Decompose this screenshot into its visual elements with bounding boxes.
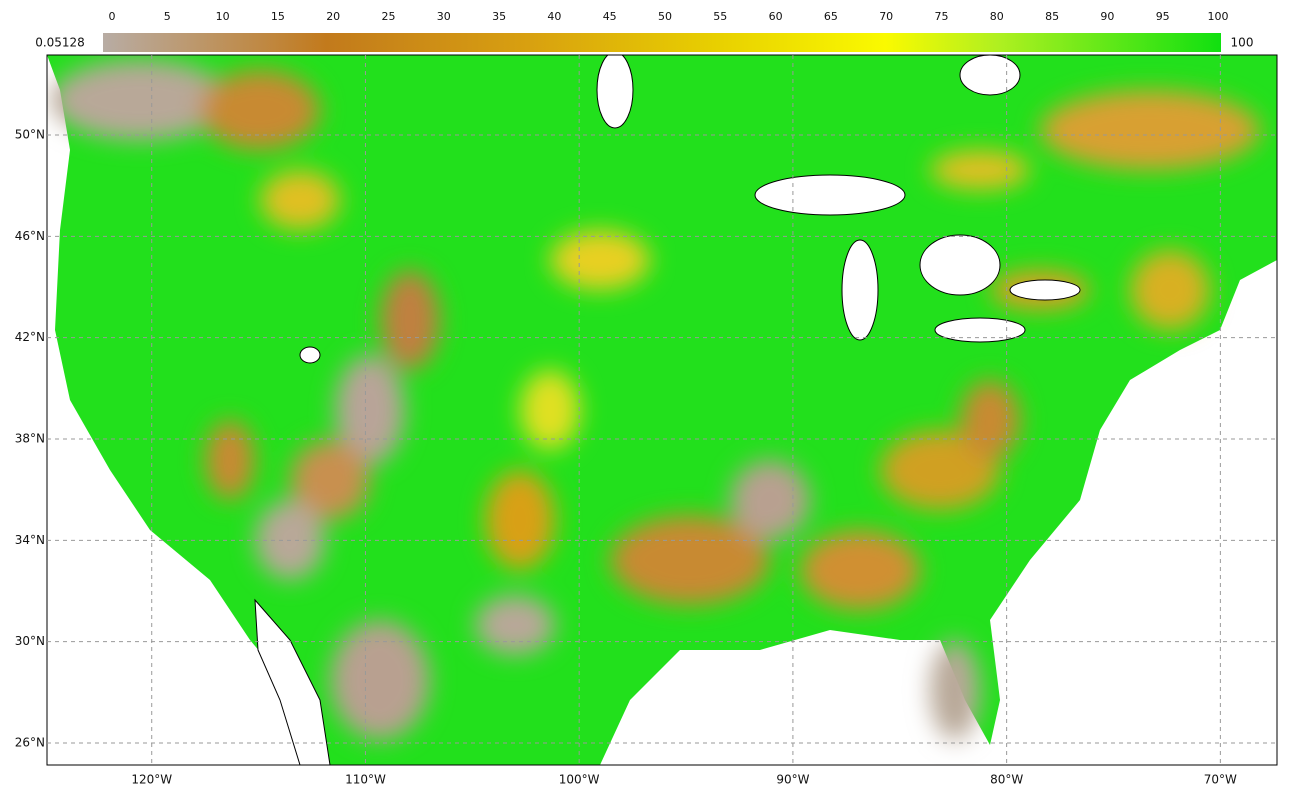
colorbar-tick-label: 90 bbox=[1100, 10, 1114, 23]
colorbar-min-label: 0.05128 bbox=[35, 36, 85, 50]
lat-tick-label: 46°N bbox=[15, 229, 45, 243]
colorbar-tick-label: 75 bbox=[935, 10, 949, 23]
lon-tick-label: 120°W bbox=[131, 773, 172, 787]
lakes bbox=[299, 55, 1081, 364]
colorbar-tick-label: 95 bbox=[1156, 10, 1170, 23]
colorbar-tick-label: 35 bbox=[492, 10, 506, 23]
colorbar-tick-label: 15 bbox=[271, 10, 285, 23]
lon-tick-label: 110°W bbox=[345, 773, 386, 787]
colorbar-tick-label: 50 bbox=[658, 10, 672, 23]
colorbar-tick-label: 40 bbox=[547, 10, 561, 23]
colorbar-tick-label: 5 bbox=[164, 10, 171, 23]
lon-tick-label: 70°W bbox=[1204, 773, 1237, 787]
lat-tick-label: 30°N bbox=[15, 634, 45, 648]
lon-tick-label: 100°W bbox=[559, 773, 600, 787]
colorbar-tick-label: 20 bbox=[326, 10, 340, 23]
colorbar-tick-label: 0 bbox=[109, 10, 116, 23]
colorbar-tick-label: 55 bbox=[713, 10, 727, 23]
colorbar-tick-label: 10 bbox=[216, 10, 230, 23]
colorbar-tick-label: 85 bbox=[1045, 10, 1059, 23]
value-field bbox=[50, 60, 1260, 740]
lat-tick-label: 42°N bbox=[15, 330, 45, 344]
colorbar bbox=[103, 33, 1221, 52]
lat-tick-label: 26°N bbox=[15, 735, 45, 749]
colorbar-tick-label: 60 bbox=[769, 10, 783, 23]
lat-tick-label: 38°N bbox=[15, 432, 45, 446]
colorbar-tick-label: 30 bbox=[437, 10, 451, 23]
lon-tick-label: 80°W bbox=[990, 773, 1023, 787]
lat-tick-label: 34°N bbox=[15, 533, 45, 547]
colorbar-tick-label: 100 bbox=[1208, 10, 1229, 23]
colorbar-tick-label: 70 bbox=[879, 10, 893, 23]
colorbar-tick-label: 25 bbox=[382, 10, 396, 23]
colorbar-tick-label: 45 bbox=[603, 10, 617, 23]
map-frame bbox=[46, 54, 1278, 766]
map-area bbox=[47, 55, 1277, 765]
lon-tick-label: 90°W bbox=[776, 773, 809, 787]
lat-tick-label: 50°N bbox=[15, 128, 45, 142]
colorbar-tick-label: 65 bbox=[824, 10, 838, 23]
colorbar-max-label: 100 bbox=[1231, 36, 1254, 50]
land bbox=[47, 55, 1277, 765]
colorbar-tick-label: 80 bbox=[990, 10, 1004, 23]
